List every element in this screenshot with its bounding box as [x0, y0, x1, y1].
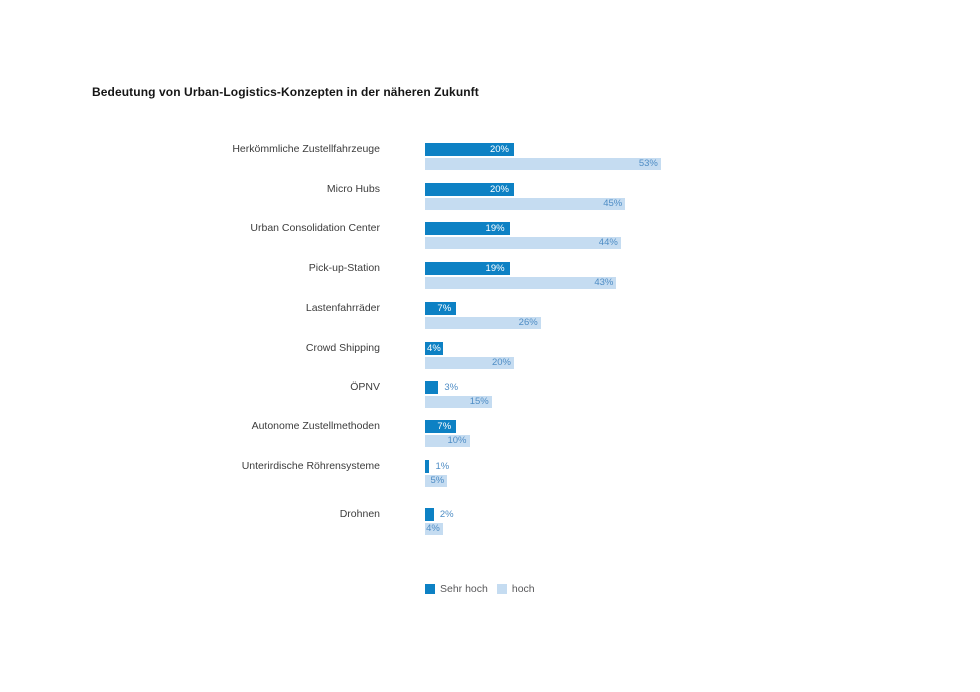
- value-label-hoch: 44%: [598, 237, 618, 248]
- value-label-sehr-hoch: 7%: [437, 303, 452, 314]
- value-label-sehr-hoch: 20%: [489, 144, 509, 155]
- legend-item: Sehr hoch: [425, 583, 488, 595]
- bar-sehr-hoch: 20%: [425, 143, 514, 156]
- bar-hoch: 20%: [425, 357, 514, 369]
- value-label-sehr-hoch: 7%: [437, 421, 452, 432]
- value-label-sehr-hoch: 1%: [435, 461, 450, 472]
- bar-hoch: 44%: [425, 237, 621, 249]
- bar-sehr-hoch: 20%: [425, 183, 514, 196]
- value-label-hoch: 53%: [638, 158, 658, 169]
- category-label: Autonome Zustellmethoden: [251, 420, 380, 432]
- value-label-hoch: 15%: [469, 396, 489, 407]
- value-label-sehr-hoch: 2%: [439, 509, 454, 520]
- legend-swatch-hoch: [496, 584, 507, 594]
- value-label-hoch: 20%: [491, 357, 511, 368]
- bar-sehr-hoch: 7%: [425, 302, 457, 315]
- value-label-hoch: 43%: [594, 277, 614, 288]
- bar-hoch: 5%: [425, 475, 448, 487]
- bar-sehr-hoch: [425, 460, 430, 473]
- category-label: Drohnen: [339, 508, 380, 520]
- value-label-hoch: 5%: [430, 475, 445, 486]
- bar-hoch: 45%: [425, 198, 626, 210]
- value-label-hoch: 4%: [426, 523, 440, 534]
- value-label-hoch: 45%: [603, 198, 623, 209]
- category-label: Crowd Shipping: [305, 342, 380, 354]
- bar-sehr-hoch: [425, 508, 434, 521]
- bar-hoch: 26%: [425, 317, 541, 329]
- legend: Sehr hoch hoch: [425, 583, 535, 595]
- legend-label: Sehr hoch: [440, 583, 488, 595]
- category-label: Herkömmliche Zustellfahrzeuge: [232, 143, 380, 155]
- legend-item: hoch: [496, 583, 535, 595]
- value-label-sehr-hoch: 19%: [485, 263, 505, 274]
- bar-hoch: 4%: [425, 523, 443, 535]
- chart-title: Bedeutung von Urban-Logistics-Konzepten …: [92, 85, 479, 99]
- category-label: Unterirdische Röhrensysteme: [241, 460, 380, 472]
- value-label-sehr-hoch: 19%: [485, 223, 505, 234]
- value-label-sehr-hoch: 4%: [427, 343, 441, 354]
- legend-label: hoch: [511, 583, 535, 595]
- value-label-sehr-hoch: 20%: [489, 184, 509, 195]
- category-label: Lastenfahrräder: [305, 302, 380, 314]
- bar-sehr-hoch: 19%: [425, 262, 510, 275]
- value-label-sehr-hoch: 3%: [444, 382, 459, 393]
- bar-sehr-hoch: 19%: [425, 222, 510, 235]
- legend-swatch-sehr-hoch: [425, 584, 435, 594]
- bar-hoch: 43%: [425, 277, 617, 289]
- bar-sehr-hoch: [425, 381, 439, 394]
- value-label-hoch: 10%: [447, 435, 467, 446]
- bar-sehr-hoch: 4%: [425, 342, 443, 355]
- category-label: ÖPNV: [350, 381, 380, 393]
- category-label: Pick-up-Station: [308, 262, 380, 274]
- bar-hoch: 10%: [425, 435, 470, 447]
- category-label: Micro Hubs: [326, 183, 380, 195]
- category-label: Urban Consolidation Center: [250, 222, 380, 234]
- bar-hoch: 53%: [425, 158, 661, 170]
- bar-hoch: 15%: [425, 396, 492, 408]
- value-label-hoch: 26%: [518, 317, 538, 328]
- bar-sehr-hoch: 7%: [425, 420, 457, 433]
